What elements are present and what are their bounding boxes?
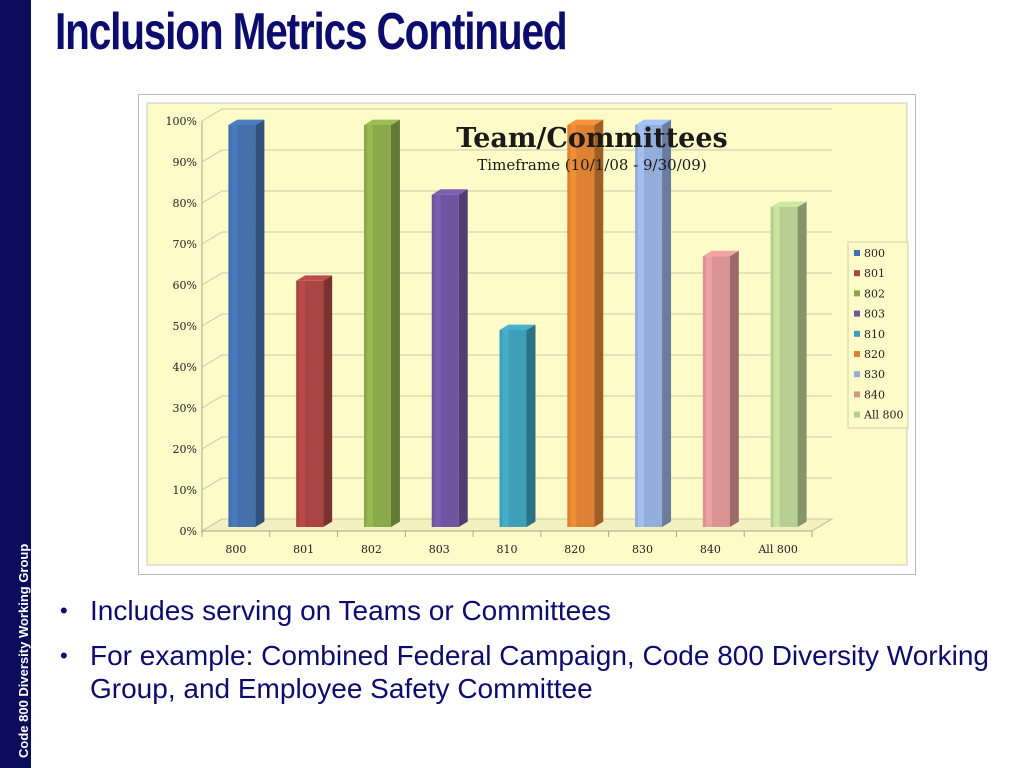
gridline bbox=[201, 231, 832, 245]
y-tick-label: 70% bbox=[173, 238, 197, 251]
x-tick-label: 803 bbox=[429, 543, 450, 556]
x-tick-label: All 800 bbox=[757, 543, 797, 556]
bar-chart: 0% 10% 20% 30% 40% 50% 60% 70% 80% 90% 100% 800 801 8… bbox=[146, 102, 909, 566]
legend-label: 803 bbox=[864, 308, 885, 321]
y-tick-label: 10% bbox=[173, 484, 197, 497]
legend-label: 830 bbox=[864, 368, 885, 381]
slide-title: Inclusion Metrics Continued bbox=[55, 3, 568, 61]
legend-label: 801 bbox=[864, 267, 885, 280]
y-tick-label: 40% bbox=[173, 361, 197, 374]
legend-swatch bbox=[854, 351, 860, 357]
bullet-item: • For example: Combined Federal Campaign,… bbox=[58, 639, 998, 705]
bar-highlight bbox=[773, 207, 780, 527]
bar bbox=[499, 324, 536, 527]
gridline bbox=[201, 108, 832, 122]
legend-swatch bbox=[854, 391, 860, 398]
sidebar-label: Code 800 Diversity Working Group bbox=[16, 543, 31, 758]
chart-subtitle: Timeframe (10/1/08 - 9/30/09) bbox=[477, 156, 706, 174]
bar bbox=[770, 201, 807, 527]
gridline bbox=[201, 436, 832, 450]
y-tick-label: 100% bbox=[166, 115, 197, 128]
y-tick-label: 30% bbox=[173, 402, 197, 415]
bar-highlight bbox=[434, 194, 441, 527]
bar-top bbox=[296, 275, 333, 281]
gridline bbox=[201, 272, 832, 286]
x-tick-label: 800 bbox=[225, 543, 246, 556]
bullet-icon: • bbox=[60, 643, 68, 668]
bar-side bbox=[594, 119, 604, 527]
legend-swatch bbox=[854, 270, 860, 277]
bar bbox=[363, 119, 400, 527]
gridline bbox=[201, 354, 832, 368]
bar bbox=[228, 119, 265, 527]
legend-swatch bbox=[854, 330, 860, 337]
legend-label: 820 bbox=[864, 348, 885, 361]
x-tick-label: 810 bbox=[497, 543, 518, 556]
bar bbox=[296, 275, 333, 527]
gridline bbox=[201, 518, 832, 532]
bar-highlight bbox=[502, 330, 509, 527]
legend-swatch bbox=[854, 411, 860, 418]
y-tick-label: 60% bbox=[173, 279, 197, 292]
bar-top bbox=[363, 119, 400, 125]
bullet-text: Includes serving on Teams or Committees bbox=[90, 595, 611, 626]
y-tick-label: 50% bbox=[173, 320, 197, 333]
chart-title: Team/Committees bbox=[456, 123, 728, 154]
legend-label: 802 bbox=[864, 287, 885, 300]
bar bbox=[567, 119, 604, 527]
y-tick-label: 90% bbox=[173, 156, 197, 169]
legend-swatch bbox=[854, 371, 860, 378]
y-tick-label: 80% bbox=[173, 197, 197, 210]
bullet-list: • Includes serving on Teams or Committees… bbox=[58, 594, 998, 717]
legend-label: 800 bbox=[864, 247, 885, 260]
bar-top bbox=[635, 119, 672, 125]
legend-label: All 800 bbox=[863, 409, 903, 422]
bar-highlight bbox=[366, 125, 373, 527]
y-tick-label: 20% bbox=[173, 443, 197, 456]
bar bbox=[431, 189, 468, 528]
bar-top bbox=[567, 119, 604, 125]
x-tick-label: 820 bbox=[564, 543, 585, 556]
gridline bbox=[201, 190, 832, 204]
bar-highlight bbox=[705, 256, 712, 527]
legend-swatch bbox=[854, 250, 860, 256]
bullet-item: • Includes serving on Teams or Committees bbox=[58, 594, 998, 627]
x-tick-label: 840 bbox=[700, 543, 721, 556]
legend-label: 810 bbox=[864, 328, 885, 341]
bar bbox=[702, 250, 739, 528]
bar bbox=[635, 119, 672, 527]
bar-side bbox=[390, 119, 400, 527]
gridline bbox=[201, 477, 832, 491]
x-tick-label: 801 bbox=[293, 543, 314, 556]
bar-top bbox=[770, 201, 807, 207]
x-tick-label: 830 bbox=[632, 543, 653, 556]
legend-label: 840 bbox=[864, 388, 885, 401]
bar-highlight bbox=[570, 125, 577, 527]
x-tick-label: 802 bbox=[361, 543, 382, 556]
bar-side bbox=[797, 201, 807, 527]
bar-highlight bbox=[299, 280, 306, 527]
bar-top bbox=[228, 119, 265, 125]
bar-side bbox=[458, 189, 468, 528]
bar-top bbox=[499, 324, 536, 330]
bullet-icon: • bbox=[60, 598, 68, 623]
legend-swatch bbox=[854, 310, 860, 317]
bar-side bbox=[255, 119, 265, 527]
bar-top bbox=[431, 189, 468, 195]
bar-highlight bbox=[638, 125, 645, 527]
bullet-text: For example: Combined Federal Campaign, … bbox=[90, 640, 989, 704]
gridline bbox=[201, 395, 832, 409]
gridline bbox=[201, 313, 832, 327]
bar-highlight bbox=[231, 125, 238, 527]
bar-side bbox=[323, 275, 333, 527]
bar-side bbox=[526, 324, 536, 527]
legend-swatch bbox=[854, 290, 860, 297]
y-tick-label: 0% bbox=[180, 525, 197, 538]
sidebar-band: Code 800 Diversity Working Group bbox=[0, 0, 31, 768]
bar-side bbox=[729, 250, 739, 528]
bar-top bbox=[702, 250, 739, 257]
bar-side bbox=[662, 119, 672, 527]
gridline bbox=[201, 149, 832, 163]
chart-frame: 0% 10% 20% 30% 40% 50% 60% 70% 80% 90% 100% 800 801 8… bbox=[138, 94, 916, 575]
